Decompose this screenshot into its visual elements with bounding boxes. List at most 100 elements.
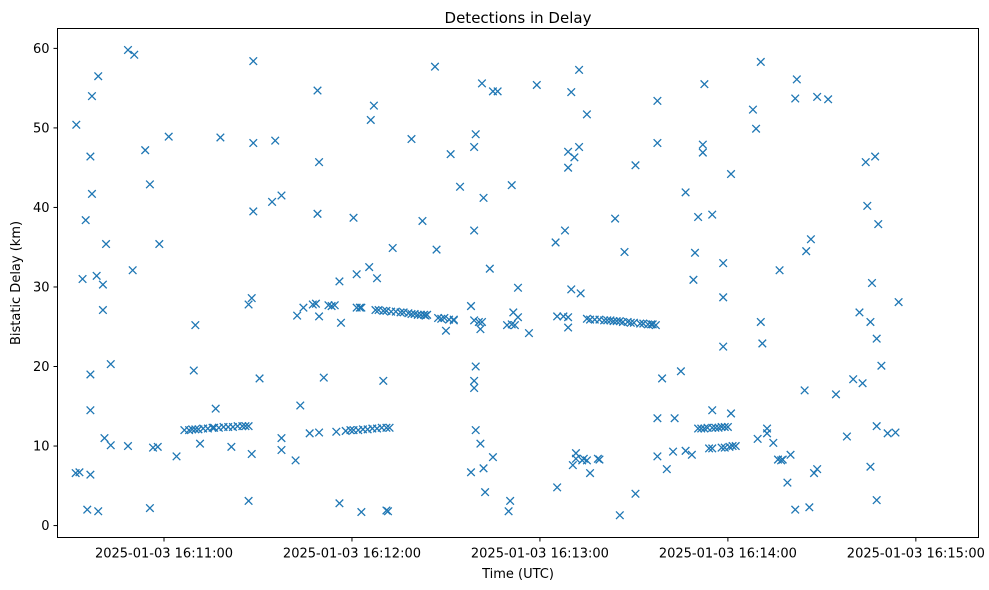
data-point <box>626 318 636 328</box>
data-point <box>560 226 570 235</box>
chart-title: Detections in Delay <box>445 9 592 27</box>
data-point <box>576 289 585 298</box>
data-point <box>872 421 881 431</box>
data-point <box>720 422 730 432</box>
data-point <box>277 445 286 455</box>
data-point <box>369 101 379 110</box>
data-point <box>510 320 520 330</box>
data-point <box>563 323 573 332</box>
y-axis-title: Bistatic Delay (km) <box>9 221 24 345</box>
data-point <box>244 421 253 431</box>
data-point <box>800 386 809 395</box>
data-point <box>848 374 858 384</box>
data-point <box>140 145 150 155</box>
data-point <box>707 405 717 415</box>
data-point <box>532 80 542 90</box>
data-point <box>790 94 800 103</box>
data-point <box>479 464 488 473</box>
data-point <box>379 306 388 316</box>
x-tick-label: 2025-01-03 16:12:00 <box>283 547 421 562</box>
data-point <box>292 311 302 320</box>
data-point <box>717 443 726 452</box>
data-point <box>823 95 833 104</box>
data-point <box>681 446 690 456</box>
data-point <box>469 142 479 152</box>
data-point <box>155 239 164 249</box>
data-point <box>863 201 872 211</box>
data-point <box>396 308 405 317</box>
data-point <box>870 152 880 161</box>
data-point <box>92 271 101 281</box>
data-point <box>620 247 629 257</box>
data-point <box>474 317 484 327</box>
data-point <box>208 423 217 433</box>
data-point <box>311 299 321 308</box>
data-point <box>507 320 516 329</box>
data-point <box>78 274 87 284</box>
data-point <box>635 319 645 328</box>
data-point <box>479 193 488 203</box>
plot-area <box>57 28 979 538</box>
data-point <box>700 424 709 433</box>
data-point <box>430 62 440 71</box>
data-point <box>756 317 766 327</box>
data-point <box>831 390 841 399</box>
data-point <box>123 45 133 55</box>
data-point <box>574 142 584 152</box>
data-point <box>244 300 253 309</box>
data-point <box>349 213 358 223</box>
x-tick-label: 2025-01-03 16:14:00 <box>659 547 797 562</box>
data-point <box>216 133 225 142</box>
data-point <box>718 258 728 268</box>
data-point <box>775 266 784 275</box>
data-point <box>299 303 308 312</box>
data-point <box>314 428 324 437</box>
data-point <box>476 324 485 334</box>
data-point <box>477 317 487 327</box>
data-point <box>332 427 341 436</box>
data-point <box>676 367 686 376</box>
data-point <box>87 189 97 199</box>
data-point <box>689 275 698 285</box>
data-point <box>255 374 264 383</box>
data-point <box>687 450 697 460</box>
data-point <box>651 320 661 330</box>
data-point <box>75 468 84 477</box>
data-point <box>247 293 256 303</box>
y-tick-label: 20 <box>33 360 50 375</box>
data-point <box>191 320 200 330</box>
data-point <box>726 409 736 418</box>
data-point <box>707 444 717 453</box>
data-point <box>449 316 459 325</box>
data-point <box>83 505 92 514</box>
x-axis-ticks: 2025-01-03 16:11:00 2025-01-03 16:12:00 20… <box>95 537 985 562</box>
data-point <box>371 305 380 315</box>
y-tick-label: 30 <box>33 280 50 295</box>
data-point <box>86 370 95 379</box>
data-point <box>570 153 579 162</box>
data-point <box>568 460 578 470</box>
data-point <box>723 422 733 432</box>
data-point <box>86 405 95 415</box>
data-point <box>407 134 416 144</box>
y-tick-label: 50 <box>33 121 50 136</box>
data-point <box>615 316 625 326</box>
data-point <box>595 455 604 464</box>
data-point <box>355 303 365 312</box>
data-point <box>277 433 286 443</box>
data-point <box>172 452 181 461</box>
data-point <box>313 86 322 95</box>
data-point <box>383 506 393 516</box>
data-point <box>469 376 479 386</box>
data-point <box>471 362 480 371</box>
data-point <box>98 280 108 289</box>
data-point <box>493 87 502 96</box>
data-point <box>769 438 778 448</box>
data-point <box>653 138 662 148</box>
data-point <box>653 96 662 106</box>
data-point <box>778 455 787 464</box>
data-point <box>513 312 523 322</box>
data-point <box>81 215 90 225</box>
data-point <box>128 266 137 275</box>
